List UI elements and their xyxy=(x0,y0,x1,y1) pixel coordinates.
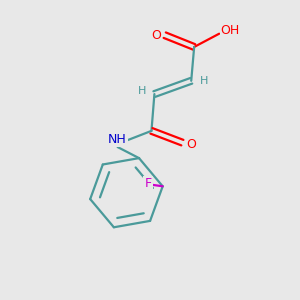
Text: OH: OH xyxy=(221,24,240,37)
Text: NH: NH xyxy=(108,133,127,146)
Text: H: H xyxy=(138,85,146,95)
Text: H: H xyxy=(200,76,208,86)
Text: F: F xyxy=(144,177,152,190)
Text: O: O xyxy=(186,138,196,151)
Text: O: O xyxy=(152,29,161,42)
